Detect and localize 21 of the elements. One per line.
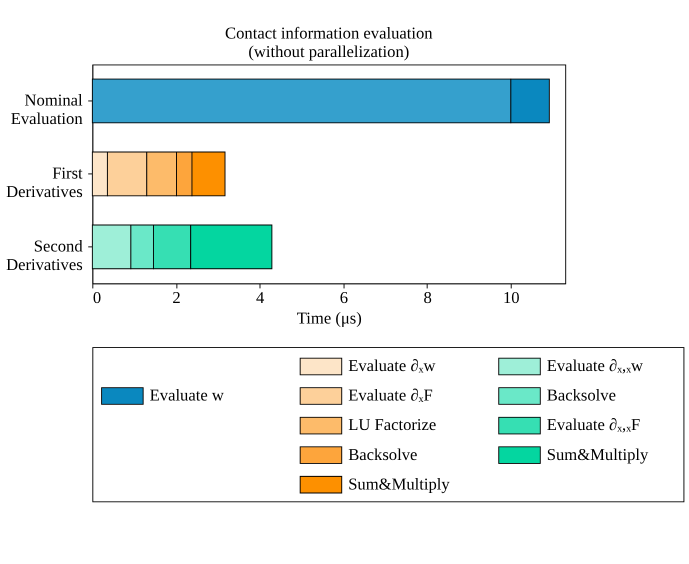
x-tick-label: 8: [423, 288, 432, 308]
legend-label: Evaluate w: [150, 386, 224, 405]
x-tick-label: 4: [256, 288, 266, 308]
y-tick-label: First Derivatives: [6, 164, 84, 201]
legend-label: LU Factorize: [348, 415, 436, 434]
legend-label: Evaluate ∂ₓ,ₓF: [546, 415, 640, 434]
legend-label: Sum&Multiply: [348, 474, 450, 494]
legend-label: Evaluate ∂ₓ,ₓw: [546, 356, 644, 376]
y-tick-label: Second Derivatives: [6, 236, 84, 274]
legend-label: Evaluate ∂ₓF: [348, 386, 433, 405]
legend-label: Backsolve: [348, 444, 418, 464]
y-tick-label: Nominal Evaluation: [10, 90, 84, 128]
legend-label: Backsolve: [546, 386, 616, 405]
legend-label: Evaluate ∂ₓw: [348, 356, 436, 376]
x-tick-label: 6: [340, 288, 348, 308]
chart-title: Contact information evaluation (without parallelization): [225, 24, 434, 62]
x-tick-label: 2: [172, 288, 181, 308]
x-tick-label: 10: [502, 288, 520, 308]
x-axis-title: Time (μs): [296, 308, 362, 328]
legend-label: Sum&Multiply: [546, 444, 649, 464]
x-tick-label: 0: [92, 288, 102, 308]
